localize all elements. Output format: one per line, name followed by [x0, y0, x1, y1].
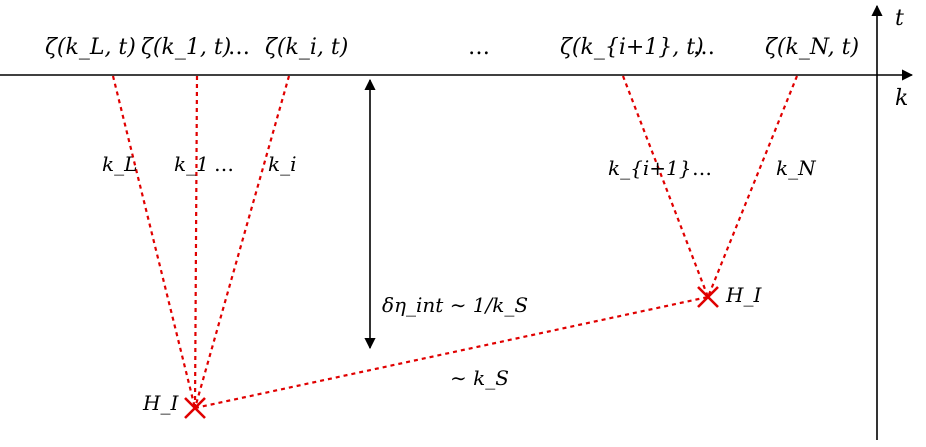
field-label-kN: ζ(k_N, t) — [765, 35, 859, 60]
line-label-ki: k_i — [268, 152, 297, 176]
ellipsis-lines-right: … — [692, 156, 712, 180]
field-label-kL: ζ(k_L, t) — [45, 35, 136, 60]
line-label-k1: k_1 — [174, 152, 209, 176]
k-axis-label: k — [895, 86, 908, 111]
ellipsis-top-1: … — [228, 35, 250, 60]
time-interval-label: δη_int ∼ 1/k_S — [382, 293, 528, 317]
line-label-ki1: k_{i+1} — [608, 156, 691, 180]
t-axis-label: t — [895, 6, 904, 31]
ellipsis-top-2: … — [468, 35, 490, 60]
ellipsis-top-3: … — [693, 35, 715, 60]
vertex-label-left: H_I — [142, 391, 179, 415]
field-label-k1: ζ(k_1, t) — [141, 35, 231, 60]
connection-label: ∼ k_S — [450, 366, 509, 390]
line-label-kN: k_N — [776, 156, 817, 180]
ellipsis-lines-left: … — [214, 152, 234, 176]
propagator-k1 — [193, 75, 199, 409]
field-label-ki1: ζ(k_{i+1}, t) — [560, 35, 704, 60]
propagator-ki1 — [621, 75, 710, 298]
vertex-label-right: H_I — [725, 283, 762, 307]
field-label-ki: ζ(k_i, t) — [265, 35, 348, 60]
line-label-kL: k_L — [102, 152, 137, 176]
vertex-marker-left — [184, 397, 206, 419]
propagator-ki — [193, 75, 291, 409]
vertex-marker-right — [697, 286, 719, 308]
propagator-kN — [706, 75, 799, 298]
propagator-kL — [111, 75, 197, 409]
